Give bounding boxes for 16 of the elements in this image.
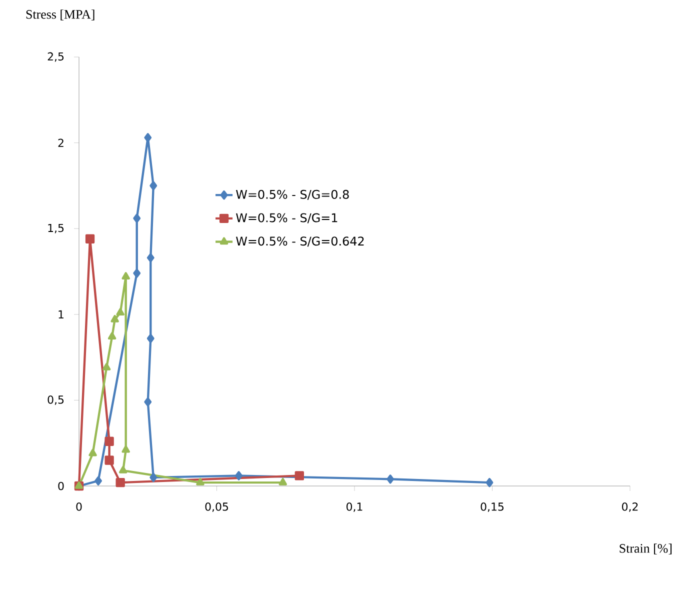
- y-tick-label: 0: [58, 482, 64, 490]
- y-tick-label: 2: [58, 138, 64, 147]
- x-axis-title: Strain [%]: [620, 544, 672, 554]
- y-axis-title: Stress [MPA]: [26, 10, 94, 20]
- legend-label: W=0.5% - S/G=1: [236, 213, 338, 224]
- y-tick-label: 1: [58, 310, 64, 318]
- x-tick-label: 0,2: [622, 502, 638, 512]
- x-tick-label: 0: [76, 502, 82, 511]
- x-tick-label: 0,1: [346, 502, 362, 512]
- legend-label: W=0.5% - S/G=0.8: [236, 190, 349, 200]
- x-tick-label: 0,15: [480, 502, 504, 512]
- x-tick-label: 0,05: [205, 502, 228, 512]
- y-tick-label: 1,5: [48, 224, 64, 234]
- legend-label: W=0.5% - S/G=0.642: [236, 236, 364, 247]
- y-tick-label: 0,5: [48, 396, 64, 405]
- y-tick-label: 2,5: [48, 52, 64, 62]
